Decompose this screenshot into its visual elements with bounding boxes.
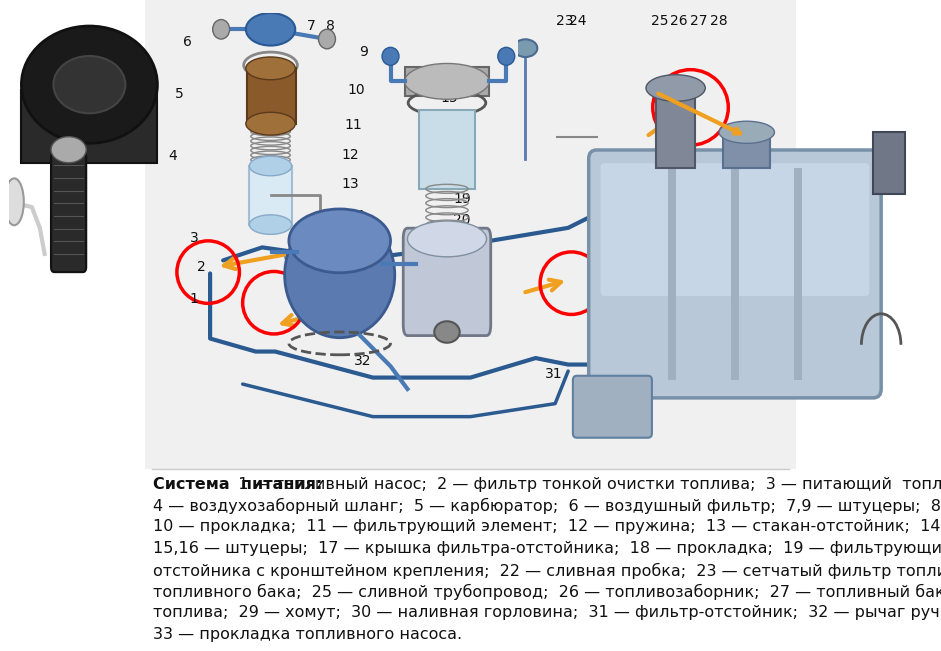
Ellipse shape xyxy=(5,178,24,225)
Text: 33: 33 xyxy=(338,281,356,295)
Text: 11: 11 xyxy=(344,118,362,132)
Text: 18: 18 xyxy=(440,150,458,165)
Text: 19: 19 xyxy=(454,191,470,206)
Ellipse shape xyxy=(246,57,295,80)
Bar xyxy=(731,168,739,380)
Ellipse shape xyxy=(514,39,537,57)
Text: 31: 31 xyxy=(545,367,563,381)
Text: 4: 4 xyxy=(167,149,177,163)
FancyArrowPatch shape xyxy=(525,280,561,292)
Ellipse shape xyxy=(318,29,335,49)
Text: 16: 16 xyxy=(440,110,458,124)
Ellipse shape xyxy=(246,13,295,46)
Bar xyxy=(22,90,157,163)
Ellipse shape xyxy=(382,48,399,65)
Bar xyxy=(794,168,802,380)
Text: 13: 13 xyxy=(342,176,359,191)
Text: 30: 30 xyxy=(690,367,707,381)
FancyBboxPatch shape xyxy=(573,376,652,437)
Text: 1: 1 xyxy=(189,292,199,307)
Text: 20: 20 xyxy=(454,213,470,227)
FancyArrowPatch shape xyxy=(282,313,318,326)
Text: 24: 24 xyxy=(569,14,586,28)
Ellipse shape xyxy=(54,56,125,113)
Text: 29: 29 xyxy=(710,367,728,381)
Bar xyxy=(419,110,475,189)
Bar xyxy=(249,166,292,225)
Ellipse shape xyxy=(719,121,774,143)
Bar xyxy=(668,168,676,380)
Ellipse shape xyxy=(249,156,292,176)
Text: 1 — топливный насос;  2 — фильтр тонкой очистки топлива;  3 — питающий  топливоп: 1 — топливный насос; 2 — фильтр тонкой о… xyxy=(228,477,941,492)
Text: 15,16 — штуцеры;  17 — крышка фильтра-отстойника;  18 — прокладка;  19 — фильтру: 15,16 — штуцеры; 17 — крышка фильтра-отс… xyxy=(152,541,941,556)
Ellipse shape xyxy=(405,63,489,100)
Text: 33 — прокладка топливного насоса.: 33 — прокладка топливного насоса. xyxy=(152,627,462,642)
Text: 6: 6 xyxy=(183,35,192,49)
Text: 27: 27 xyxy=(690,14,707,28)
FancyBboxPatch shape xyxy=(589,150,881,398)
Ellipse shape xyxy=(213,20,230,39)
Text: 32: 32 xyxy=(355,354,372,368)
Ellipse shape xyxy=(407,221,486,256)
Bar xyxy=(723,132,771,168)
Text: отстойника с кронштейном крепления;  22 — сливная пробка;  23 — сетчатый фильтр : отстойника с кронштейном крепления; 22 —… xyxy=(152,562,941,579)
Ellipse shape xyxy=(284,212,395,338)
Text: 5: 5 xyxy=(175,87,183,102)
Text: топлива;  29 — хомут;  30 — наливная горловина;  31 — фильтр-отстойник;  32 — ры: топлива; 29 — хомут; 30 — наливная горло… xyxy=(152,605,941,620)
Text: 4 — воздухозаборный шланг;  5 — карбюратор;  6 — воздушный фильтр;  7,9 — штуцер: 4 — воздухозаборный шланг; 5 — карбюрато… xyxy=(152,498,941,514)
Text: 26: 26 xyxy=(670,14,688,28)
Ellipse shape xyxy=(646,75,706,102)
Text: 10: 10 xyxy=(348,83,365,97)
Bar xyxy=(145,0,796,469)
Text: топливного бака;  25 — сливной трубопровод;  26 — топливозаборник;  27 — топливн: топливного бака; 25 — сливной трубопрово… xyxy=(152,584,941,600)
Text: 14: 14 xyxy=(348,209,365,223)
Bar xyxy=(405,67,489,96)
Text: 17: 17 xyxy=(440,130,458,144)
Text: 3: 3 xyxy=(190,230,199,245)
Text: 9: 9 xyxy=(359,45,368,59)
FancyBboxPatch shape xyxy=(404,228,491,336)
Text: 22: 22 xyxy=(447,281,464,295)
Bar xyxy=(873,132,905,194)
FancyBboxPatch shape xyxy=(600,163,869,296)
Text: 28: 28 xyxy=(710,14,728,28)
Text: 8: 8 xyxy=(327,19,335,33)
FancyArrowPatch shape xyxy=(648,109,686,135)
Ellipse shape xyxy=(22,26,157,143)
Text: 21: 21 xyxy=(447,255,464,269)
FancyBboxPatch shape xyxy=(51,152,87,272)
Bar xyxy=(247,68,295,124)
Text: 2: 2 xyxy=(198,260,206,274)
Ellipse shape xyxy=(51,137,87,163)
Text: 10 — прокладка;  11 — фильтрующий элемент;  12 — пружина;  13 — стакан-отстойник: 10 — прокладка; 11 — фильтрующий элемент… xyxy=(152,519,941,534)
Bar xyxy=(656,88,695,168)
Ellipse shape xyxy=(249,215,292,234)
Text: 25: 25 xyxy=(650,14,668,28)
Ellipse shape xyxy=(434,322,459,342)
Ellipse shape xyxy=(498,48,515,65)
Text: 12: 12 xyxy=(342,148,359,162)
FancyArrowPatch shape xyxy=(224,255,285,269)
Text: 23: 23 xyxy=(556,14,574,28)
Text: 7: 7 xyxy=(307,19,315,33)
Text: 15: 15 xyxy=(440,90,458,105)
Ellipse shape xyxy=(289,209,391,273)
Text: Система  питания:: Система питания: xyxy=(152,477,322,492)
Ellipse shape xyxy=(246,112,295,135)
